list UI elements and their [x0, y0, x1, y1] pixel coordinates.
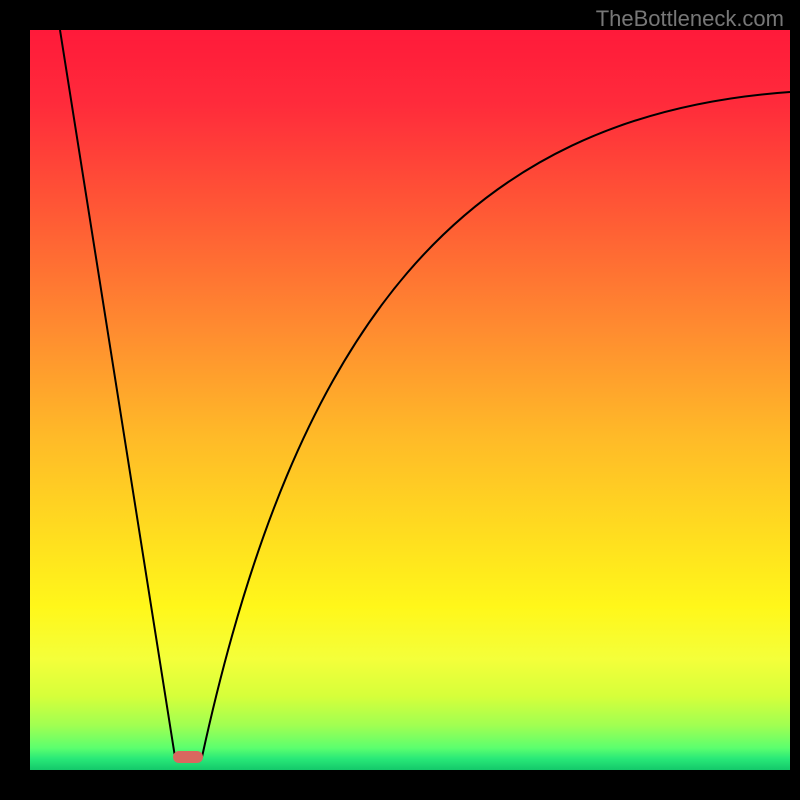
chart-frame: TheBottleneck.com — [0, 0, 800, 800]
watermark-text: TheBottleneck.com — [596, 6, 784, 32]
optimal-point-marker — [173, 751, 203, 763]
chart-gradient-bg — [30, 30, 790, 770]
bottleneck-chart — [0, 0, 800, 800]
